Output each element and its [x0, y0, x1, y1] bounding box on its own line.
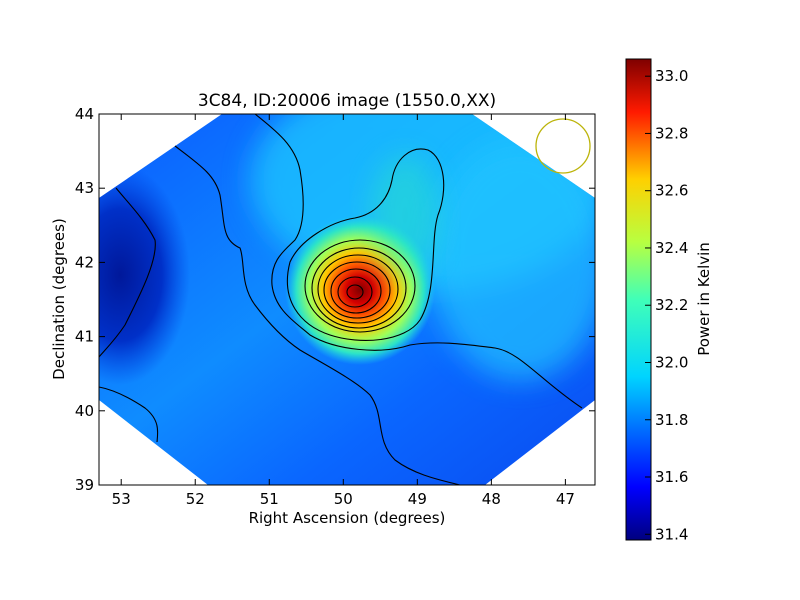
- y-tick-label: 42: [75, 253, 94, 271]
- colorbar: [625, 58, 652, 541]
- x-tick-label: 50: [334, 490, 353, 508]
- colorbar-tick-label: 32.6: [655, 182, 688, 200]
- x-axis: 53 52 51 50 49 48 47: [112, 114, 575, 508]
- colorbar-tick-label: 31.4: [655, 525, 688, 543]
- contour-3: [330, 268, 382, 314]
- x-tick-label: 53: [112, 490, 131, 508]
- contour-9: [254, 114, 583, 409]
- y-tick-label: 41: [75, 328, 94, 346]
- contour-lines: [99, 114, 583, 485]
- y-tick-label: 40: [75, 402, 94, 420]
- contour-12: [99, 386, 159, 443]
- y-tick-label: 39: [75, 476, 94, 494]
- beam-marker-circle: [535, 118, 591, 174]
- colorbar-label: Power in Kelvin: [695, 242, 713, 356]
- colorbar-tick-label: 32.0: [655, 353, 688, 371]
- heatmap-image: [99, 114, 595, 485]
- contour-6: [311, 247, 407, 329]
- contour-10: [174, 145, 461, 485]
- contour-1: [346, 284, 364, 300]
- x-tick-label: 52: [186, 490, 205, 508]
- contour-4: [323, 261, 391, 319]
- colorbar-tick-label: 31.6: [655, 468, 688, 486]
- colorbar-tick-label: 31.8: [655, 411, 688, 429]
- y-axis-label: Declination (degrees): [50, 218, 68, 380]
- y-tick-label: 43: [75, 179, 94, 197]
- colorbar-tick-label: 32.4: [655, 239, 688, 257]
- x-axis-label: Right Ascension (degrees): [249, 509, 446, 527]
- contour-5: [317, 254, 399, 324]
- colorbar-tick-label: 33.0: [655, 67, 688, 85]
- colorbar-ticks: 31.4 31.6 31.8 32.0 32.2 32.4 32.6 32.8 33.0: [645, 67, 688, 543]
- contour-7: [304, 239, 416, 333]
- contour-2: [337, 276, 373, 308]
- x-tick-label: 47: [556, 490, 575, 508]
- plot-frame: [98, 113, 596, 486]
- x-tick-label: 48: [482, 490, 501, 508]
- y-axis: 39 40 41 42 43 44: [75, 105, 595, 494]
- x-tick-label: 51: [260, 490, 279, 508]
- contour-11: [99, 187, 156, 358]
- chart-title: 3C84, ID:20006 image (1550.0,XX): [198, 91, 496, 111]
- contour-8: [286, 148, 445, 342]
- x-tick-label: 49: [408, 490, 427, 508]
- y-tick-label: 44: [75, 105, 94, 123]
- colorbar-tick-label: 32.2: [655, 296, 688, 314]
- colorbar-tick-label: 32.8: [655, 124, 688, 142]
